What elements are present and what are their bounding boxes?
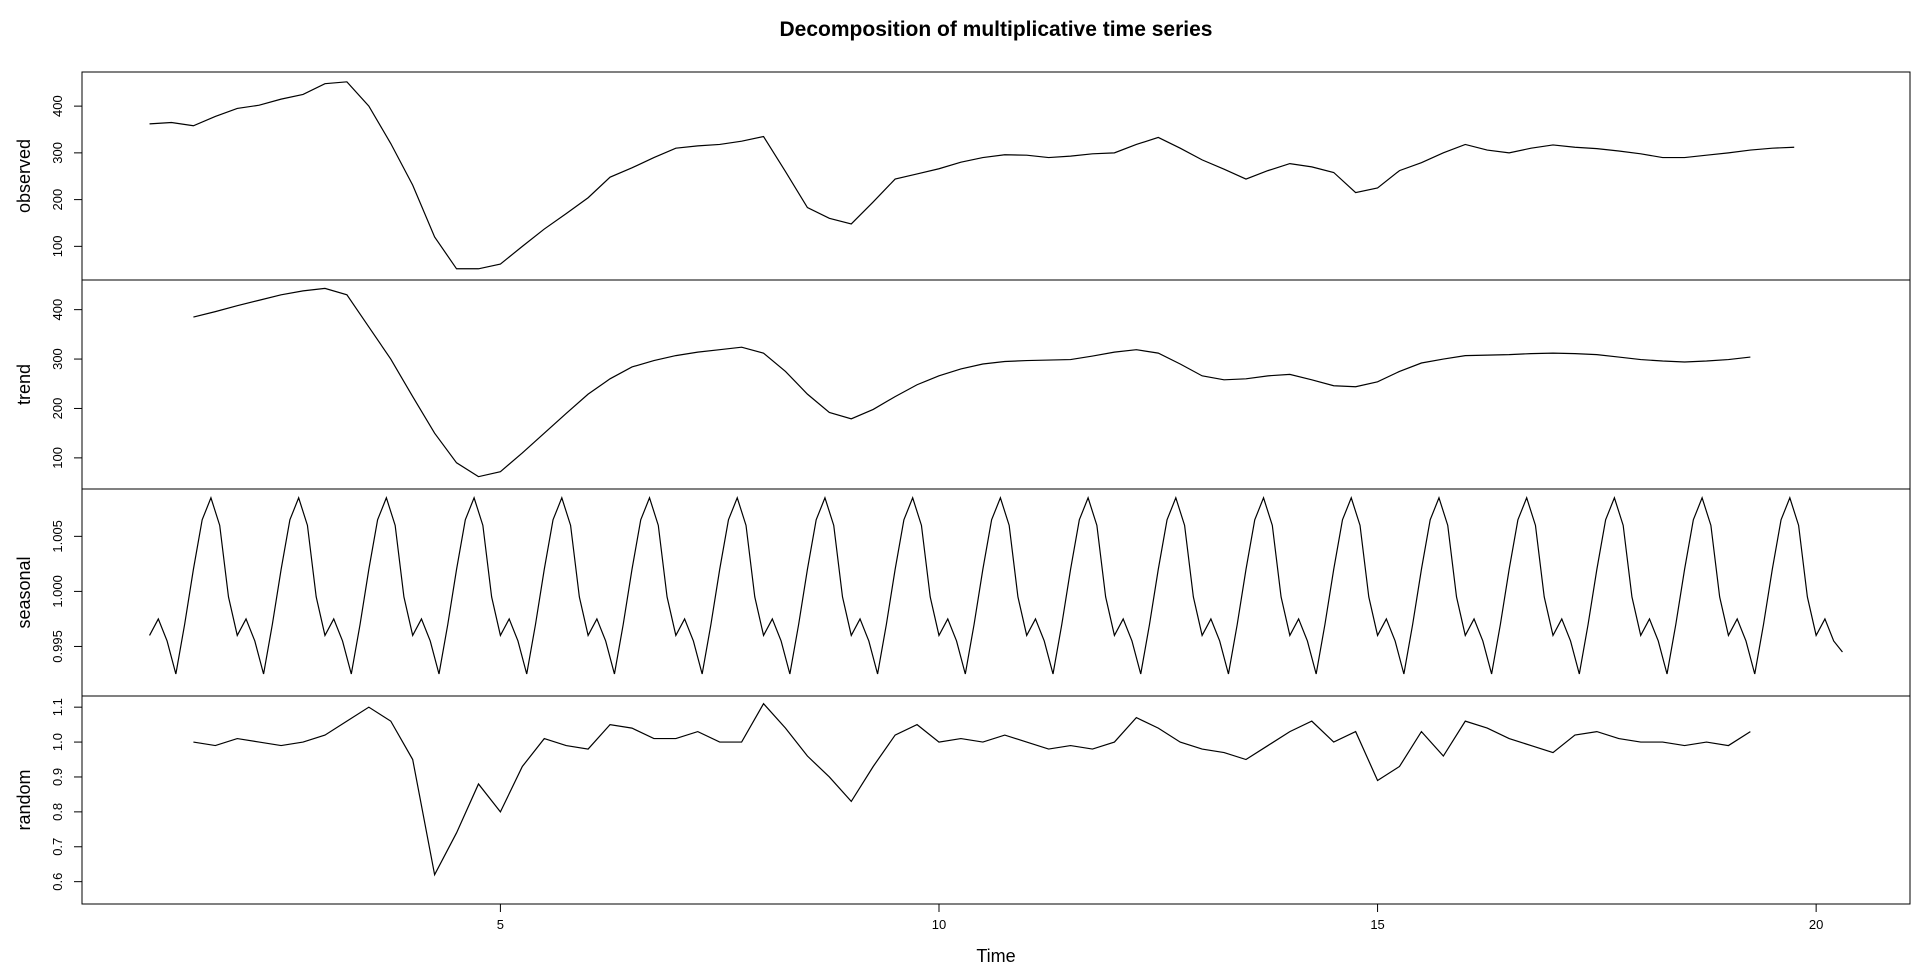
x-tick-label: 5	[497, 917, 504, 932]
y-axis-label: trend	[14, 364, 34, 405]
y-tick-label: 200	[50, 189, 65, 211]
y-tick-label: 0.6	[50, 873, 65, 891]
data-line	[193, 287, 1751, 478]
y-tick-label: 100	[50, 447, 65, 469]
y-tick-label: 300	[50, 142, 65, 164]
y-tick-label: 1.005	[50, 520, 65, 553]
y-axis-label: random	[14, 769, 34, 830]
data-line	[149, 496, 1843, 675]
panel-frame	[81, 71, 1911, 281]
y-axis-label: observed	[14, 139, 34, 213]
chart-title: Decomposition of multiplicative time ser…	[780, 18, 1213, 41]
y-tick-label: 1.1	[50, 698, 65, 716]
y-tick-label: 1.000	[50, 575, 65, 608]
panel-frame	[81, 695, 1911, 905]
y-tick-label: 0.995	[50, 630, 65, 663]
y-tick-label: 0.9	[50, 768, 65, 786]
y-tick-label: 1.0	[50, 733, 65, 751]
y-tick-label: 400	[50, 299, 65, 321]
y-tick-label: 0.7	[50, 838, 65, 856]
data-line	[193, 702, 1751, 877]
x-tick-label: 10	[932, 917, 946, 932]
x-tick-label: 15	[1370, 917, 1384, 932]
y-tick-label: 400	[50, 95, 65, 117]
panel-frame	[81, 488, 1911, 697]
y-axis-label: seasonal	[14, 556, 34, 628]
y-tick-label: 300	[50, 348, 65, 370]
y-tick-label: 200	[50, 398, 65, 420]
panel-frame	[81, 279, 1911, 490]
y-tick-label: 0.8	[50, 803, 65, 821]
x-axis-label: Time	[976, 946, 1015, 966]
x-tick-label: 20	[1809, 917, 1823, 932]
data-line	[149, 81, 1795, 270]
y-tick-label: 100	[50, 235, 65, 257]
